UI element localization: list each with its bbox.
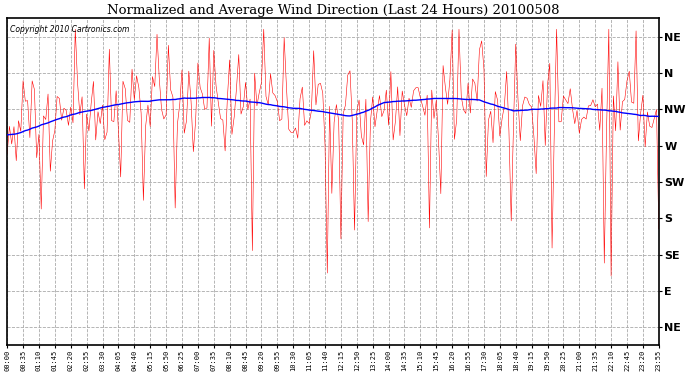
Title: Normalized and Average Wind Direction (Last 24 Hours) 20100508: Normalized and Average Wind Direction (L… xyxy=(107,4,559,17)
Text: Copyright 2010 Cartronics.com: Copyright 2010 Cartronics.com xyxy=(10,25,130,34)
